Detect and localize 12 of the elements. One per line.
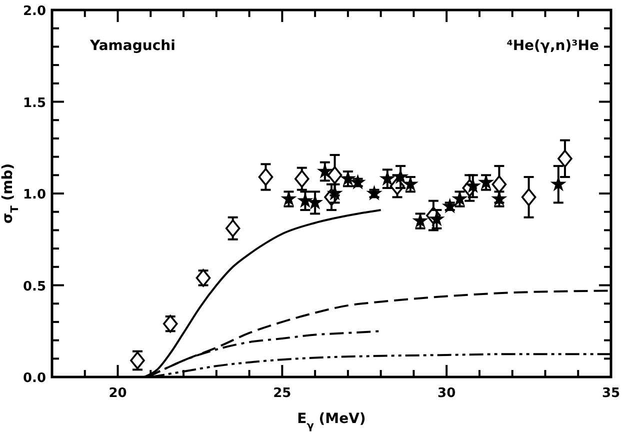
x-tick-label: 25 — [273, 386, 292, 401]
annotation: Yamaguchi — [89, 38, 176, 54]
y-tick-label: 2.0 — [22, 4, 46, 19]
y-tick-label: 1.5 — [22, 96, 46, 111]
x-tick-label: 30 — [438, 386, 456, 401]
y-tick-label: 0.0 — [22, 371, 46, 386]
annotation: ⁴He(γ,n)³He — [506, 38, 599, 54]
x-axis-title: E$_{γ}$ (MeV) — [297, 411, 366, 432]
x-tick-label: 35 — [602, 386, 620, 401]
y-tick-label: 1.0 — [22, 188, 46, 202]
x-tick-label: 20 — [108, 386, 127, 401]
y-tick-label: 0.5 — [22, 279, 46, 294]
